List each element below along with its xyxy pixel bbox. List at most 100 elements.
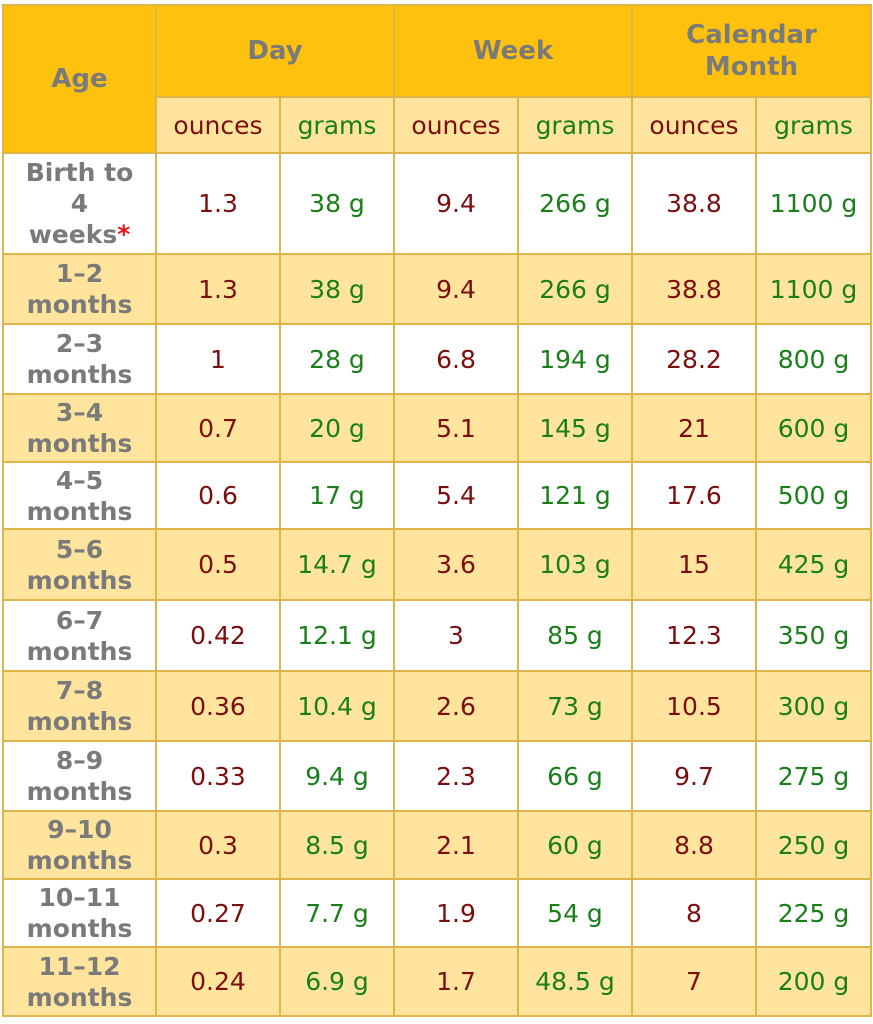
day-ounces-cell: 0.27 [155,878,281,948]
age-cell: 7–8 months [2,670,157,742]
day-ounces-header: ounces [155,96,281,154]
day-header: Day [155,4,395,98]
month-grams-cell: 800 g [754,323,873,395]
day-ounces-cell: 0.36 [155,670,281,742]
day-ounces-cell: 0.7 [155,393,281,463]
month-ounces-cell: 21 [631,393,757,463]
age-line: 4 [70,189,89,218]
week-ounces-cell: 3.6 [393,528,519,601]
week-grams-cell: 266 g [517,152,633,255]
day-ounces-cell: 0.5 [155,528,281,601]
week-grams-cell: 121 g [517,461,633,530]
age-line: weeks* [28,220,131,249]
age-header: Age [2,4,157,154]
age-cell: 3–4 months [2,393,157,463]
month-grams-cell: 425 g [754,528,873,601]
month-grams-cell: 1100 g [754,152,873,255]
month-ounces-cell: 38.8 [631,152,757,255]
day-ounces-cell: 0.33 [155,740,281,812]
week-ounces-cell: 5.1 [393,393,519,463]
week-ounces-cell: 5.4 [393,461,519,530]
day-ounces-cell: 0.24 [155,946,281,1017]
table-row: 7–8 months 0.36 10.4 g 2.6 73 g 10.5 300 … [2,670,873,742]
week-ounces-cell: 1.7 [393,946,519,1017]
week-grams-cell: 103 g [517,528,633,601]
month-ounces-cell: 8.8 [631,810,757,880]
month-grams-cell: 250 g [754,810,873,880]
day-grams-cell: 12.1 g [279,599,395,672]
day-grams-cell: 17 g [279,461,395,530]
day-ounces-cell: 1 [155,323,281,395]
week-grams-cell: 194 g [517,323,633,395]
age-line: Birth to [25,158,134,187]
month-ounces-cell: 15 [631,528,757,601]
day-grams-cell: 6.9 g [279,946,395,1017]
age-cell: 1–2 months [2,253,157,325]
day-grams-cell: 38 g [279,253,395,325]
day-grams-cell: 20 g [279,393,395,463]
month-grams-cell: 500 g [754,461,873,530]
day-grams-cell: 7.7 g [279,878,395,948]
week-ounces-cell: 9.4 [393,253,519,325]
week-header: Week [393,4,633,98]
month-ounces-cell: 17.6 [631,461,757,530]
table-row: Birth to 4 weeks* 1.3 38 g 9.4 266 g 38.… [2,152,873,255]
table-row: 2–3 months 1 28 g 6.8 194 g 28.2 800 g [2,323,873,395]
table-row: 9–10 months 0.3 8.5 g 2.1 60 g 8.8 250 g [2,810,873,880]
week-grams-cell: 60 g [517,810,633,880]
month-ounces-cell: 9.7 [631,740,757,812]
day-grams-cell: 28 g [279,323,395,395]
age-cell: 11–12 months [2,946,157,1017]
table-row: 3–4 months 0.7 20 g 5.1 145 g 21 600 g [2,393,873,463]
month-grams-cell: 350 g [754,599,873,672]
table-row: 4–5 months 0.6 17 g 5.4 121 g 17.6 500 g [2,461,873,530]
month-grams-header: grams [754,96,873,154]
calendar-month-header-line2: Month [704,52,799,82]
week-grams-cell: 145 g [517,393,633,463]
week-ounces-cell: 9.4 [393,152,519,255]
month-ounces-header: ounces [631,96,757,154]
age-cell: 2–3 months [2,323,157,395]
month-grams-cell: 225 g [754,878,873,948]
table-row: 8–9 months 0.33 9.4 g 2.3 66 g 9.7 275 g [2,740,873,812]
month-grams-cell: 275 g [754,740,873,812]
day-ounces-cell: 1.3 [155,253,281,325]
month-ounces-cell: 8 [631,878,757,948]
month-ounces-cell: 12.3 [631,599,757,672]
month-ounces-cell: 28.2 [631,323,757,395]
month-grams-cell: 300 g [754,670,873,742]
calendar-month-header-line1: Calendar [686,20,817,50]
week-grams-header: grams [517,96,633,154]
table-row: 5–6 months 0.5 14.7 g 3.6 103 g 15 425 g [2,528,873,601]
day-grams-cell: 38 g [279,152,395,255]
week-ounces-cell: 1.9 [393,878,519,948]
week-ounces-cell: 2.6 [393,670,519,742]
month-ounces-cell: 10.5 [631,670,757,742]
age-cell: 9–10 months [2,810,157,880]
week-grams-cell: 266 g [517,253,633,325]
day-ounces-cell: 1.3 [155,152,281,255]
age-cell: 8–9 months [2,740,157,812]
asterisk-footnote-marker: * [117,220,131,249]
day-grams-cell: 9.4 g [279,740,395,812]
weight-gain-table: Age Day Week Calendar Month ounces grams… [2,4,873,1017]
table-row: 1–2 months 1.3 38 g 9.4 266 g 38.8 1100 g [2,253,873,325]
month-ounces-cell: 38.8 [631,253,757,325]
age-cell: 4–5 months [2,461,157,530]
month-grams-cell: 1100 g [754,253,873,325]
week-grams-cell: 48.5 g [517,946,633,1017]
week-grams-cell: 85 g [517,599,633,672]
day-grams-header: grams [279,96,395,154]
week-ounces-header: ounces [393,96,519,154]
week-ounces-cell: 2.1 [393,810,519,880]
day-ounces-cell: 0.3 [155,810,281,880]
week-grams-cell: 73 g [517,670,633,742]
day-ounces-cell: 0.42 [155,599,281,672]
week-grams-cell: 54 g [517,878,633,948]
month-grams-cell: 600 g [754,393,873,463]
age-cell: 10–11 months [2,878,157,948]
week-ounces-cell: 3 [393,599,519,672]
age-cell: Birth to 4 weeks* [2,152,157,255]
table-row: 11–12 months 0.24 6.9 g 1.7 48.5 g 7 200 … [2,946,873,1017]
table-row: 6–7 months 0.42 12.1 g 3 85 g 12.3 350 g [2,599,873,672]
